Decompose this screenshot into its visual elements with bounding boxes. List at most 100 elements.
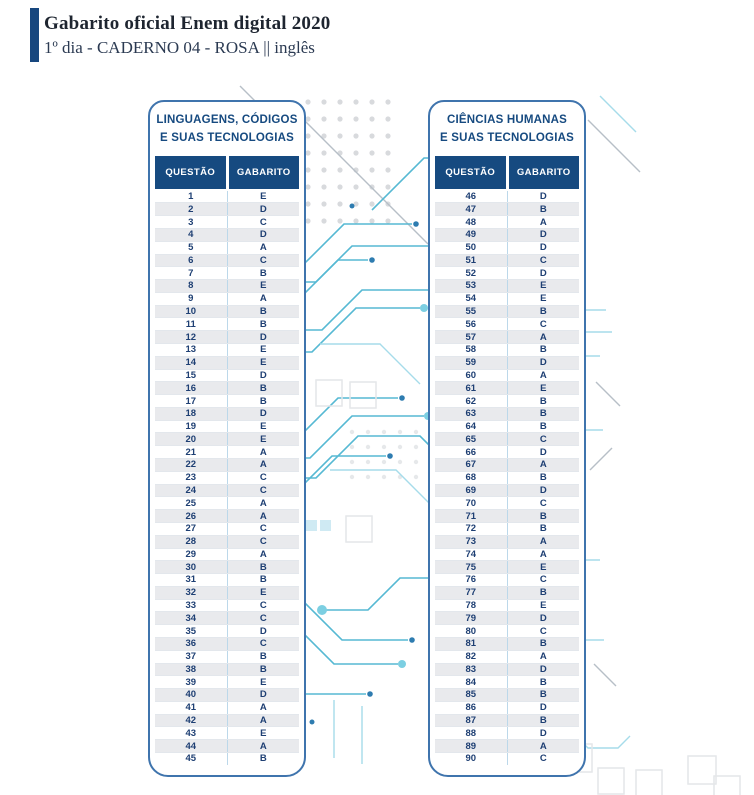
answer-letter: A (506, 535, 580, 548)
question-number: 19 (185, 421, 197, 433)
answer-letter: A (226, 241, 300, 254)
table-row: 57 A (435, 330, 579, 343)
answer-letter: B (506, 522, 580, 535)
column-header-gabarito: GABARITO (508, 155, 579, 189)
table-row: 37 B (155, 649, 299, 663)
question-number: 27 (185, 523, 197, 535)
card-title-line1: LINGUAGENS, CÓDIGOS (156, 114, 298, 126)
table-row: 40 D (155, 688, 299, 701)
table-row: 26 A (155, 509, 299, 522)
answer-letter: D (226, 331, 300, 343)
question-number: 16 (185, 382, 197, 394)
question-number: 32 (185, 587, 197, 599)
question-number: 22 (185, 459, 197, 471)
question-number: 9 (188, 293, 194, 305)
table-row: 27 C (155, 521, 300, 535)
answer-key-card-ciencias-humanas: CIÊNCIAS HUMANAS E SUAS TECNOLOGIAS QUES… (428, 100, 586, 777)
table-row: 48 A (435, 215, 579, 228)
question-number: 57 (465, 331, 477, 343)
table-header: QUESTÃO GABARITO (155, 155, 299, 189)
question-number: 2 (188, 203, 194, 215)
question-number: 13 (185, 344, 197, 356)
table-row: 28 C (155, 534, 299, 548)
answer-letter: D (226, 369, 300, 382)
table-row: 43 E (155, 726, 299, 740)
question-number: 35 (185, 625, 197, 637)
answer-letter: A (226, 446, 300, 459)
table-row: 10 B (155, 304, 300, 318)
answer-letter: D (506, 484, 580, 497)
table-row: 71 B (435, 509, 579, 522)
answer-letter: B (506, 407, 580, 420)
table-row: 77 B (435, 585, 579, 599)
answer-letter: B (226, 305, 300, 318)
answer-letter: C (506, 753, 580, 765)
table-row: 44 A (155, 739, 299, 752)
answer-letter: D (506, 267, 580, 280)
question-number: 40 (185, 689, 197, 701)
answer-letter: B (506, 471, 580, 484)
question-number: 70 (465, 497, 477, 509)
answer-letter: D (506, 241, 580, 254)
answer-letter: C (226, 599, 300, 612)
question-number: 34 (185, 612, 197, 624)
table-row: 24 C (155, 483, 299, 497)
question-number: 15 (185, 369, 197, 381)
table-row: 18 D (155, 406, 299, 420)
question-number: 87 (465, 715, 477, 727)
table-row: 58 B (435, 343, 579, 356)
question-number: 86 (465, 702, 477, 714)
table-row: 31 B (155, 573, 299, 586)
table-row: 34 C (155, 611, 299, 625)
table-row: 66 D (435, 445, 579, 459)
answer-letter: D (506, 727, 580, 740)
question-number: 73 (465, 536, 477, 548)
question-number: 71 (465, 510, 477, 522)
answer-letter: B (226, 663, 300, 676)
table-row: 78 E (435, 598, 579, 612)
question-number: 17 (185, 395, 197, 407)
table-row: 74 A (435, 547, 579, 561)
question-number: 80 (465, 625, 477, 637)
question-number: 67 (465, 459, 477, 471)
answer-letter: B (506, 305, 580, 318)
answer-letter: D (506, 612, 580, 625)
table-row: 64 B (435, 419, 579, 433)
table-row: 32 E (155, 585, 299, 599)
answer-letter: C (226, 522, 300, 535)
table-row: 17 B (155, 394, 299, 407)
table-row: 52 D (435, 266, 580, 280)
table-row: 67 A (435, 458, 579, 471)
answer-letter: B (226, 382, 300, 395)
answer-letter: B (226, 574, 300, 586)
question-number: 26 (185, 510, 197, 522)
question-number: 28 (185, 536, 197, 548)
question-number: 5 (188, 242, 194, 254)
question-number: 38 (185, 663, 197, 675)
answer-key-card-linguagens: LINGUAGENS, CÓDIGOS E SUAS TECNOLOGIAS Q… (148, 100, 306, 777)
question-number: 10 (185, 306, 197, 318)
table-row: 39 E (155, 675, 299, 689)
question-number: 83 (465, 663, 477, 675)
answer-letter: E (506, 382, 580, 395)
question-number: 31 (185, 574, 197, 586)
answer-letter: C (226, 637, 300, 650)
table-row: 62 B (435, 394, 579, 407)
question-number: 1 (188, 191, 194, 203)
answer-letter: E (226, 280, 300, 292)
table-row: 13 E (155, 343, 299, 356)
question-number: 14 (185, 357, 197, 369)
table-row: 29 A (155, 547, 299, 561)
table-row: 51 C (435, 253, 579, 267)
question-number: 7 (188, 267, 194, 279)
question-number: 81 (465, 638, 477, 650)
table-row: 65 C (435, 432, 579, 446)
question-number: 90 (465, 753, 477, 765)
question-number: 36 (185, 638, 197, 650)
table-row: 47 B (435, 202, 579, 216)
answer-letter: B (226, 395, 300, 407)
